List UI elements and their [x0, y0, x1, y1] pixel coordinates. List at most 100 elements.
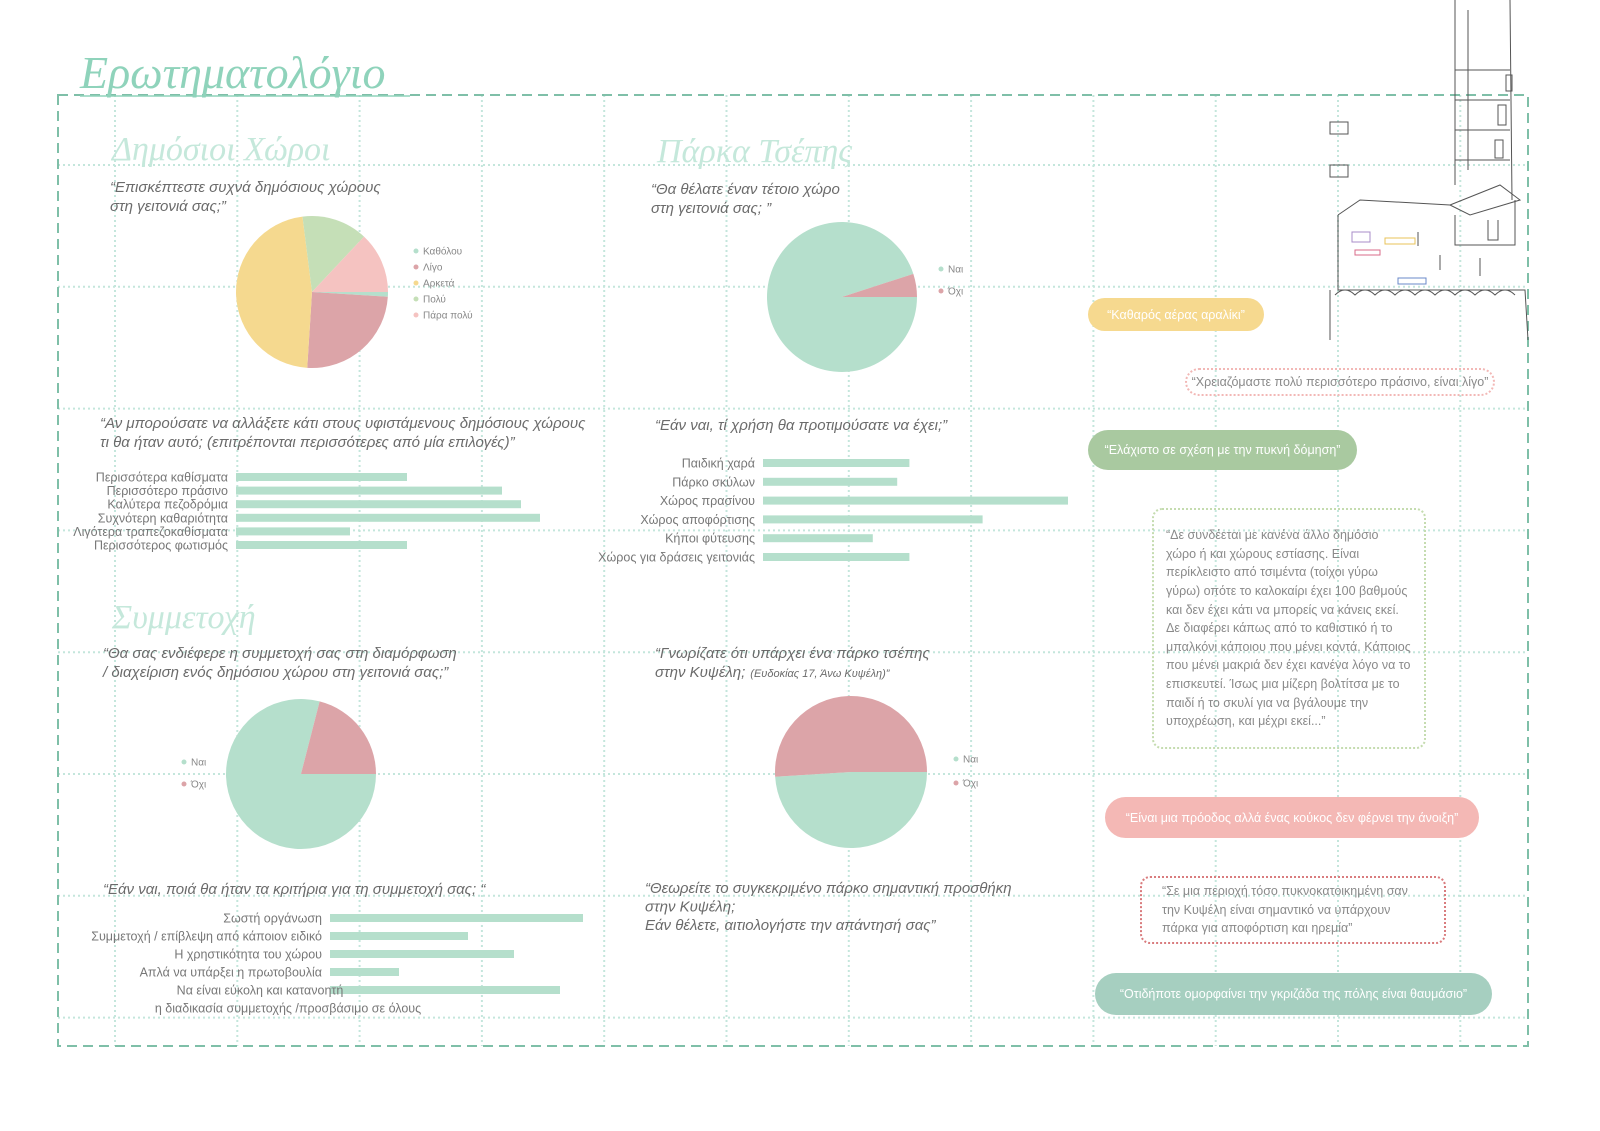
question: “Θεωρείτε το συγκεκριμένο πάρκο σημαντικ…: [645, 880, 1012, 934]
bar: [763, 459, 910, 467]
quote: “Σε μια περιοχή τόσο πυκνοκατοικημένη σα…: [1140, 876, 1446, 944]
question-line: “Θα σας ενδιέφερε η συμμετοχή σας στη δι…: [103, 645, 457, 662]
pie-slice: [775, 772, 927, 849]
bar-label: Παιδική χαρά: [682, 457, 755, 471]
bar-label: Να είναι εύκολη και κατανοητή η διαδικασί…: [155, 984, 421, 1016]
frame: [57, 94, 1529, 1047]
page-title: Ερωτηματολόγιο: [79, 47, 385, 98]
legend-dot: [953, 756, 959, 762]
bar: [763, 515, 983, 524]
legend-dot: [413, 280, 419, 286]
pie-slice: [312, 292, 388, 297]
legend-dot: [181, 759, 187, 765]
bar: [236, 513, 540, 522]
question-line: / διαχείριση ενός δημόσιου χώρου στη γει…: [102, 664, 449, 681]
section-heading: Πάρκα Τσέπης: [656, 133, 852, 170]
question-line: “Εάν ναι, ποιά θα ήταν τα κριτήρια για τ…: [103, 881, 486, 898]
legend-dot: [938, 266, 944, 272]
bar-label: Κήποι φύτευσης: [665, 532, 755, 546]
question-line: “Θα θέλατε έναν τέτοιο χώρο: [651, 181, 840, 198]
question-line: στην Κυψέλη;: [655, 664, 745, 681]
question: “Εάν ναι, τί χρήση θα προτιμούσατε να έχ…: [655, 417, 948, 434]
pie-slice: [775, 696, 927, 777]
bar: [330, 932, 468, 940]
question-line: Εάν θέλετε, αιτιολογήστε την απάντησή σα…: [645, 917, 937, 934]
legend-dot: [413, 264, 419, 270]
bar: [330, 950, 514, 958]
legend-label: Όχι: [947, 287, 963, 298]
bar: [763, 553, 910, 561]
question-line: “Αν μπορούσατε να αλλάξετε κάτι στους υφ…: [100, 415, 586, 432]
legend-dot: [181, 781, 187, 787]
bar: [330, 968, 399, 976]
bar: [763, 534, 873, 543]
question: “Θα σας ενδιέφερε η συμμετοχή σας στη δι…: [102, 645, 457, 681]
section-heading: Δημόσιοι Χώροι: [110, 131, 330, 168]
question-line: “Γνωρίζατε ότι υπάρχει ένα πάρκο τσέπης: [655, 645, 930, 662]
legend-label: Πάρα πολύ: [423, 310, 473, 322]
question-line: “Επισκέπτεστε συχνά δημόσιους χώρους: [110, 179, 381, 196]
pie-slice: [301, 701, 376, 774]
bar-label: Συμμετοχή / επίβλεψη από κάποιον ειδικό: [91, 930, 322, 944]
bar-label: Περισσότερα καθίσματα: [96, 471, 228, 485]
question-line: “Θεωρείτε το συγκεκριμένο πάρκο σημαντικ…: [645, 880, 1012, 897]
section-heading: Συμμετοχή: [111, 599, 256, 636]
quote: “Δε συνδέεται με κανένα άλλο δημόσιο χώρ…: [1152, 508, 1426, 749]
legend-dot: [413, 296, 419, 302]
legend-label: Αρκετά: [423, 278, 455, 290]
pie-slice: [302, 216, 365, 292]
bar-label: Χώρος αποφόρτισης: [640, 513, 755, 527]
legend-dot: [953, 780, 959, 786]
bar-label: Σωστή οργάνωση: [223, 912, 322, 926]
legend-label: Ναι: [948, 265, 963, 276]
legend-label: Καθόλου: [423, 246, 462, 258]
bar-label: Απλά να υπάρξει η πρωτοβουλία: [140, 966, 322, 980]
bar: [330, 914, 583, 922]
bar: [236, 500, 521, 509]
bar-label: Καλύτερα πεζοδρόμια: [107, 498, 228, 512]
bar-label: Λιγότερα τραπεζοκαθίσματα: [73, 525, 228, 539]
pie-slice: [235, 216, 312, 368]
building-sketch: [1329, 0, 1529, 341]
question-line: στη γειτονιά σας; ”: [651, 200, 772, 217]
legend-label: Πολύ: [423, 294, 446, 306]
question-line: τι θα ήταν αυτό; (επιτρέπονται περισσότε…: [100, 434, 516, 451]
quote: “Καθαρός αέρας αραλίκι”: [1088, 298, 1264, 331]
quote: “Είναι μια πρόοδος αλλά ένας κούκος δεν …: [1105, 797, 1479, 838]
question: “Επισκέπτεστε συχνά δημόσιους χώρους στη …: [110, 179, 381, 215]
bar: [236, 527, 350, 536]
legend-label: Λίγο: [423, 262, 443, 274]
legend-label: Ναι: [963, 755, 978, 766]
pie-slice: [312, 236, 388, 292]
bar-label: Η χρηστικότητα του χώρου: [174, 948, 322, 962]
question: “Θα θέλατε έναν τέτοιο χώρο στη γειτονιά …: [651, 181, 840, 217]
legend-dot: [938, 288, 944, 294]
legend-label: Ναι: [191, 758, 206, 769]
question-line: στη γειτονιά σας;”: [110, 198, 227, 215]
legend-dot: [413, 312, 419, 318]
pie-slice: [842, 273, 917, 297]
bar-label: Χώρος για δράσεις γειτονιάς: [598, 551, 755, 565]
bar-label: Πάρκο σκύλων: [672, 475, 755, 489]
quote: “Χρειαζόμαστε πολύ περισσότερο πράσινο, …: [1185, 368, 1495, 396]
bar-label: Περισσότερος φωτισμός: [94, 539, 228, 553]
bar: [236, 541, 407, 549]
pie-slice: [307, 292, 388, 368]
bar-label: Συχνότερη καθαριότητα: [98, 511, 228, 525]
question: “Αν μπορούσατε να αλλάξετε κάτι στους υφ…: [100, 415, 586, 451]
bar: [236, 486, 502, 495]
legend-dot: [413, 248, 419, 254]
bar: [330, 986, 560, 994]
question: “Γνωρίζατε ότι υπάρχει ένα πάρκο τσέπης σ…: [655, 645, 930, 681]
question-line: “Εάν ναι, τί χρήση θα προτιμούσατε να έχ…: [655, 417, 948, 434]
question: “Εάν ναι, ποιά θα ήταν τα κριτήρια για τ…: [103, 881, 486, 898]
bar-label: Χώρος πρασίνου: [660, 494, 755, 508]
bar: [763, 477, 898, 486]
legend-label: Όχι: [190, 780, 206, 791]
bar: [236, 473, 407, 481]
quote: “Ελάχιστο σε σχέση με την πυκνή δόμηση”: [1088, 430, 1357, 470]
pie-slice: [767, 222, 917, 373]
question-line: στην Κυψέλη;: [645, 899, 735, 916]
